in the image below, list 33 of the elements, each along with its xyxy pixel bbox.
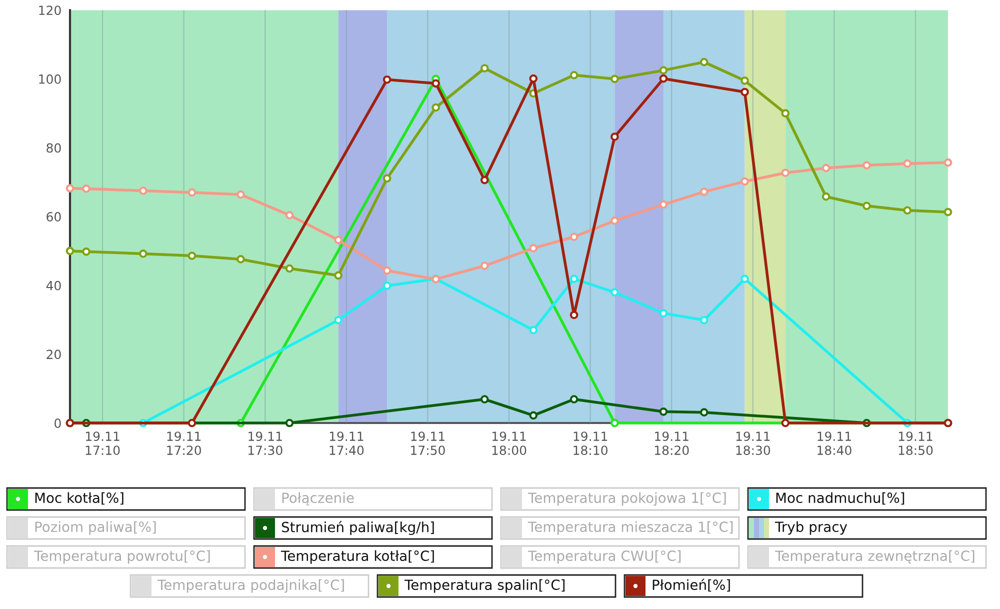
x-tick-label: 19.11 17:10 xyxy=(86,432,120,456)
x-tick-label: 19.11 17:30 xyxy=(248,432,282,456)
x-tick-label: 19.11 18:40 xyxy=(818,432,852,456)
legend-label: Moc kotła[%] xyxy=(35,492,124,505)
legend-label: Temperatura pokojowa 1[°C] xyxy=(528,492,726,506)
legend-label: Temperatura powrotu[°C] xyxy=(34,550,210,564)
legend-label: Tryb pracy xyxy=(774,521,848,535)
x-tick-label: 19.11 17:50 xyxy=(411,432,445,456)
y-tick-label: 0 xyxy=(54,418,61,428)
legend-label: Temperatura spalin[°C] xyxy=(404,579,565,593)
legend-label: Temperatura CWU[°C] xyxy=(528,550,681,564)
x-tick-label: 19.11 17:20 xyxy=(167,432,201,456)
x-tick-label: 19.11 18:50 xyxy=(898,432,933,456)
y-tick-label: 60 xyxy=(46,212,61,222)
y-tick-label: 80 xyxy=(46,143,61,153)
legend-label: Strumień paliwa[kg/h] xyxy=(282,521,434,535)
legend-label: Temperatura mieszacza 1[°C] xyxy=(528,521,733,535)
y-tick-label: 120 xyxy=(39,6,61,16)
legend-label: Poziom paliwa[%] xyxy=(35,521,156,535)
x-tick-label: 19.11 18:30 xyxy=(736,432,770,456)
legend-label: Temperatura podajnika[°C] xyxy=(157,579,344,593)
legend-label: Moc nadmuchu[%] xyxy=(776,492,904,505)
legend-label: Temperatura kotła[°C] xyxy=(280,550,434,564)
legend-label: Płomień[%] xyxy=(652,578,730,592)
y-tick-label: 40 xyxy=(46,280,61,290)
x-tick-label: 19.11 18:10 xyxy=(574,432,608,456)
legend-label: Temperatura zewnętrzna[°C] xyxy=(774,550,974,564)
legend-label: Połączenie xyxy=(282,492,354,506)
x-tick-label: 19.11 18:00 xyxy=(492,432,526,456)
x-tick-label: 19.11 18:20 xyxy=(654,432,689,456)
x-tick-label: 19.11 17:40 xyxy=(330,432,364,456)
y-tick-label: 20 xyxy=(46,350,61,360)
y-tick-label: 100 xyxy=(39,74,61,84)
